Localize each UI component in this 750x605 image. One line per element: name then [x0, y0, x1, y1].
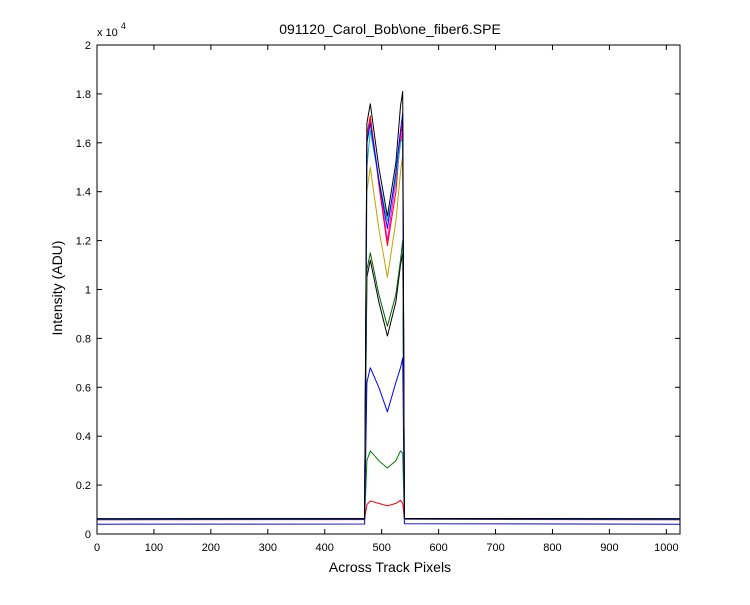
y-tick-label: 1.8 [76, 89, 91, 101]
plot-frame [96, 44, 681, 535]
y-tick-label: 2 [85, 40, 91, 52]
y-tick-label: 0.6 [76, 382, 91, 394]
x-tick-label: 1000 [654, 542, 678, 554]
x-tick-label: 300 [259, 542, 277, 554]
y-tick-label: 1.2 [76, 236, 91, 248]
y-tick-label: 1.4 [76, 187, 91, 199]
x-tick-label: 500 [372, 542, 390, 554]
y-exponent-power: 4 [121, 21, 126, 31]
x-tick-label: 100 [145, 542, 163, 554]
series-line-11 [96, 91, 681, 520]
y-tick-label: 0.4 [76, 431, 91, 443]
y-tick-label: 0.8 [76, 333, 91, 345]
x-tick-label: 900 [600, 542, 618, 554]
y-tick-label: 0.2 [76, 480, 91, 492]
series-layer [96, 91, 681, 525]
y-tick-label: 1 [85, 285, 91, 297]
y-exponent-base: x 10 [97, 27, 118, 39]
x-axis-label: Across Track Pixels [329, 559, 451, 575]
y-tick-label: 0 [85, 529, 91, 541]
x-tick-label: 0 [94, 542, 100, 554]
ticks-layer: 0 100 200 300 400 500 600 700 800 900 1000 0 0.2 0.4 0… [76, 40, 680, 554]
x-tick-label: 700 [486, 542, 504, 554]
x-tick-label: 800 [543, 542, 561, 554]
x-tick-label: 400 [316, 542, 334, 554]
x-tick-label: 200 [202, 542, 220, 554]
y-tick-label: 1.6 [76, 138, 91, 150]
x-tick-label: 600 [429, 542, 447, 554]
y-axis-label: Intensity (ADU) [49, 241, 65, 336]
series-line-1 [96, 499, 681, 521]
y-exponent-label: x 10 4 [97, 21, 126, 39]
series-line-2 [96, 450, 681, 521]
chart-title: 091120_Carol_Bob\one_fiber6.SPE [279, 21, 501, 37]
